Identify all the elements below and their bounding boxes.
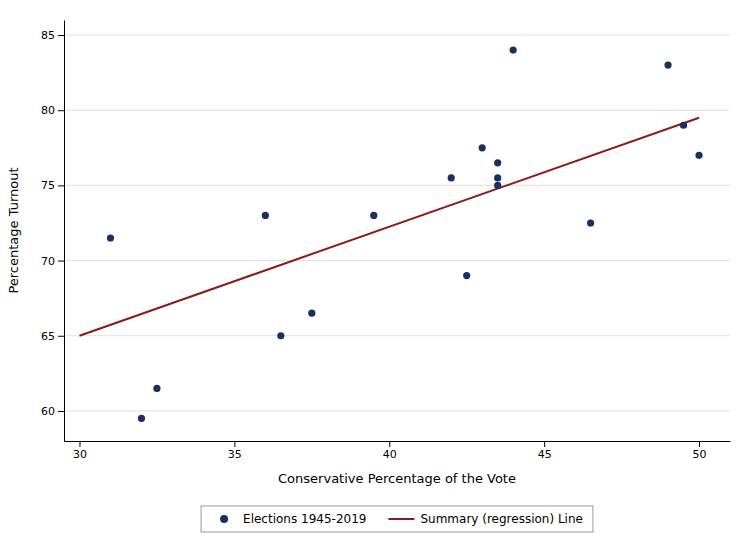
point xyxy=(680,122,687,129)
point xyxy=(510,46,517,53)
tick: 45 xyxy=(538,441,552,461)
grid-line xyxy=(64,410,730,411)
tick: 80 xyxy=(41,104,64,117)
point xyxy=(494,174,501,181)
point xyxy=(695,152,702,159)
tick-mark xyxy=(544,441,545,447)
point xyxy=(448,174,455,181)
tick-label: 70 xyxy=(41,255,55,268)
grid-line xyxy=(64,110,730,111)
legend: Elections 1945-2019 Summary (regression) … xyxy=(201,506,593,532)
legend-item: Summary (regression) Line xyxy=(388,512,583,526)
point xyxy=(587,219,594,226)
tick-label: 80 xyxy=(41,104,55,117)
tick-label: 60 xyxy=(41,405,55,418)
tick: 40 xyxy=(383,441,397,461)
tick-mark xyxy=(58,261,64,262)
grid-line xyxy=(64,185,730,186)
chart: 30 35 40 45 50 60 65 70 75 80 85 Conservative Perce… xyxy=(0,0,754,551)
tick-mark xyxy=(58,411,64,412)
tick-label: 50 xyxy=(693,448,707,461)
grid-line xyxy=(64,335,730,336)
tick: 85 xyxy=(41,29,64,42)
legend-label: Summary (regression) Line xyxy=(420,512,583,526)
point xyxy=(370,212,377,219)
tick: 75 xyxy=(41,179,64,192)
axis-line xyxy=(65,441,731,442)
legend-item: Elections 1945-2019 xyxy=(220,512,366,526)
x-axis-title: Conservative Percentage of the Vote xyxy=(278,471,516,486)
marks xyxy=(79,46,702,422)
axis-line xyxy=(64,21,65,442)
y-axis-title: Percentage Turnout xyxy=(6,167,21,293)
legend-swatch xyxy=(388,518,414,520)
point xyxy=(479,144,486,151)
grid xyxy=(64,35,730,411)
tick-mark xyxy=(234,441,235,447)
regression-line xyxy=(79,118,699,336)
tick-mark xyxy=(79,441,80,447)
point xyxy=(308,310,315,317)
tick: 35 xyxy=(228,441,242,461)
tick-mark xyxy=(58,110,64,111)
tick: 30 xyxy=(73,441,87,461)
tick-label: 35 xyxy=(228,448,242,461)
point xyxy=(494,182,501,189)
tick-label: 40 xyxy=(383,448,397,461)
tick-label: 45 xyxy=(538,448,552,461)
tick-mark xyxy=(58,336,64,337)
x-axis: 30 35 40 45 50 xyxy=(65,441,731,461)
grid-line xyxy=(64,35,730,36)
legend-label: Elections 1945-2019 xyxy=(243,512,366,526)
point xyxy=(494,159,501,166)
tick-label: 65 xyxy=(41,330,55,343)
plot: 30 35 40 45 50 60 65 70 75 80 85 xyxy=(41,21,731,461)
point xyxy=(153,385,160,392)
tick: 65 xyxy=(41,330,64,343)
point xyxy=(463,272,470,279)
tick-mark xyxy=(699,441,700,447)
point xyxy=(277,332,284,339)
tick-mark xyxy=(58,35,64,36)
tick-label: 30 xyxy=(73,448,87,461)
y-axis: 60 65 70 75 80 85 xyxy=(41,21,65,442)
point xyxy=(262,212,269,219)
legend-swatch xyxy=(220,515,228,523)
tick: 50 xyxy=(693,441,707,461)
tick: 60 xyxy=(41,405,64,418)
point xyxy=(107,234,114,241)
tick-label: 75 xyxy=(41,179,55,192)
point xyxy=(138,415,145,422)
point xyxy=(664,62,671,69)
grid-line xyxy=(64,260,730,261)
tick-mark xyxy=(58,185,64,186)
tick-mark xyxy=(389,441,390,447)
tick-label: 85 xyxy=(41,29,55,42)
legend-frame xyxy=(201,506,593,532)
tick: 70 xyxy=(41,255,64,268)
